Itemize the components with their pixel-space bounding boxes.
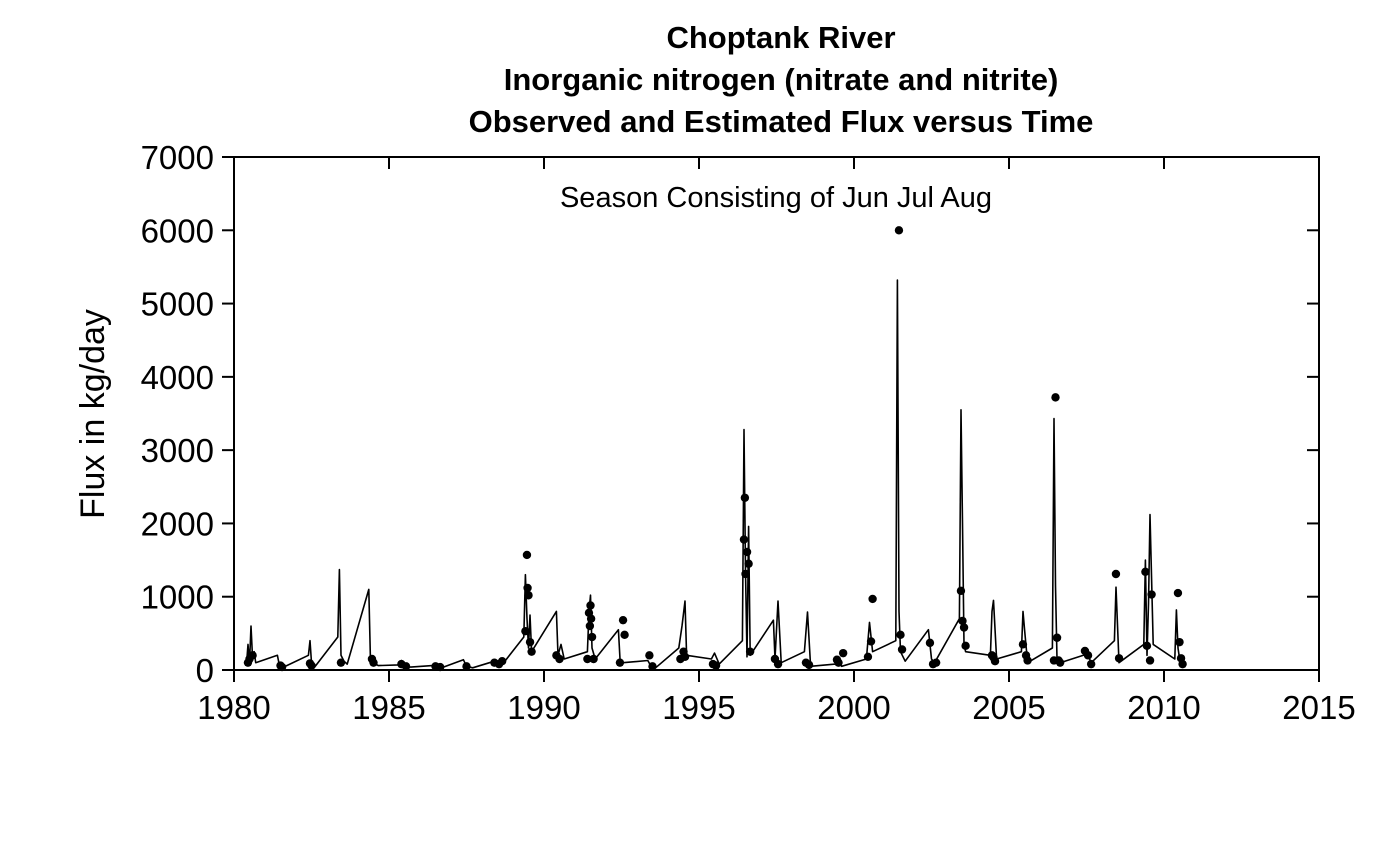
observed-flux-point bbox=[589, 654, 598, 664]
observed-flux-point bbox=[1018, 640, 1028, 649]
observed-flux-point bbox=[1086, 659, 1096, 669]
observed-flux-point bbox=[585, 621, 595, 631]
observed-flux-point bbox=[804, 660, 814, 670]
chart-subtitle-2: Observed and Estimated Flux versus Time bbox=[468, 104, 1094, 139]
observed-flux-point bbox=[336, 658, 346, 667]
observed-flux-point bbox=[277, 662, 287, 672]
chart-title: Choptank River bbox=[666, 20, 896, 55]
observed-flux-point bbox=[401, 662, 411, 671]
x-tick-label: 2015 bbox=[1282, 689, 1355, 726]
observed-flux-series bbox=[243, 226, 1187, 672]
observed-flux-point bbox=[527, 647, 536, 656]
observed-flux-point bbox=[615, 658, 625, 667]
x-tick-label: 2005 bbox=[972, 689, 1045, 726]
observed-flux-point bbox=[745, 647, 755, 656]
observed-flux-point bbox=[586, 601, 595, 610]
y-tick-label: 0 bbox=[196, 652, 214, 689]
y-tick-label: 4000 bbox=[141, 359, 214, 396]
observed-flux-point bbox=[744, 559, 753, 568]
observed-flux-point bbox=[1142, 641, 1152, 651]
y-axis-label: Flux in kg/day bbox=[74, 309, 112, 519]
y-tick-label: 3000 bbox=[141, 432, 214, 469]
y-tick-label: 5000 bbox=[141, 286, 214, 323]
observed-flux-point bbox=[834, 658, 843, 667]
observed-flux-point bbox=[894, 226, 904, 235]
x-tick-label: 2010 bbox=[1127, 689, 1200, 726]
observed-flux-point bbox=[618, 615, 628, 625]
x-tick-label: 1995 bbox=[662, 689, 735, 726]
season-annotation: Season Consisting of Jun Jul Aug bbox=[560, 182, 992, 214]
observed-flux-point bbox=[435, 662, 445, 672]
observed-flux-point bbox=[931, 658, 941, 667]
observed-flux-point bbox=[680, 652, 690, 662]
observed-flux-point bbox=[866, 637, 876, 646]
observed-flux-point bbox=[1145, 656, 1155, 665]
observed-flux-point bbox=[868, 594, 877, 604]
x-tick-label: 1980 bbox=[197, 689, 270, 726]
observed-flux-point bbox=[739, 535, 749, 544]
observed-flux-point bbox=[959, 623, 969, 632]
observed-flux-point bbox=[497, 657, 507, 666]
observed-flux-point bbox=[925, 638, 935, 648]
x-tick-label: 1990 bbox=[507, 689, 580, 726]
observed-flux-point bbox=[742, 547, 752, 557]
y-tick-label: 6000 bbox=[141, 212, 214, 249]
estimated-flux-line bbox=[245, 279, 1184, 669]
observed-flux-point bbox=[462, 662, 471, 671]
observed-flux-point bbox=[1052, 633, 1062, 642]
y-tick-label: 7000 bbox=[141, 139, 214, 176]
observed-flux-point bbox=[863, 652, 873, 662]
observed-flux-point bbox=[897, 645, 907, 654]
observed-flux-point bbox=[740, 493, 750, 502]
observed-flux-point bbox=[307, 661, 316, 670]
observed-flux-point bbox=[773, 659, 783, 669]
observed-flux-point bbox=[1147, 590, 1156, 599]
observed-flux-point bbox=[523, 583, 532, 593]
observed-flux-point bbox=[711, 661, 721, 670]
observed-flux-point bbox=[1111, 569, 1121, 579]
observed-flux-point bbox=[1141, 567, 1150, 576]
observed-flux-point bbox=[525, 637, 535, 647]
observed-flux-point bbox=[248, 651, 257, 660]
observed-flux-point bbox=[620, 630, 629, 640]
observed-flux-point bbox=[1175, 637, 1184, 647]
chart-subtitle: Inorganic nitrogen (nitrate and nitrite) bbox=[503, 62, 1059, 97]
x-tick-label: 1985 bbox=[352, 689, 425, 726]
observed-flux-point bbox=[1023, 656, 1032, 665]
observed-flux-point bbox=[896, 630, 905, 640]
observed-flux-point bbox=[1178, 659, 1187, 669]
observed-flux-point bbox=[524, 591, 533, 600]
y-axis-ticks: 0 1000 2000 3000 4000 5000 6000 7000 bbox=[141, 139, 1319, 689]
observed-flux-point bbox=[1051, 393, 1060, 402]
observed-flux-point bbox=[583, 654, 592, 664]
observed-flux-point bbox=[648, 662, 657, 671]
observed-flux-point bbox=[1114, 654, 1124, 663]
estimated-flux-series bbox=[245, 279, 1184, 669]
observed-flux-point bbox=[522, 550, 532, 560]
observed-flux-point bbox=[645, 651, 654, 660]
observed-flux-point bbox=[369, 658, 378, 667]
y-tick-label: 2000 bbox=[141, 505, 214, 542]
observed-flux-point bbox=[587, 632, 597, 642]
observed-flux-point bbox=[990, 657, 1000, 666]
x-tick-label: 2000 bbox=[817, 689, 890, 726]
observed-flux-point bbox=[958, 616, 967, 626]
observed-flux-point bbox=[1173, 588, 1183, 598]
observed-flux-point bbox=[1083, 651, 1093, 660]
x-axis-ticks: 1980 1985 1990 1995 2000 2005 2010 2015 bbox=[197, 157, 1356, 726]
observed-flux-point bbox=[956, 586, 966, 596]
observed-flux-point bbox=[555, 654, 564, 664]
observed-flux-point bbox=[961, 641, 970, 651]
observed-flux-point bbox=[838, 648, 848, 658]
y-tick-label: 1000 bbox=[141, 579, 214, 616]
observed-flux-point bbox=[1055, 658, 1065, 667]
observed-flux-point bbox=[741, 569, 750, 579]
observed-flux-point bbox=[521, 626, 530, 636]
observed-flux-point bbox=[586, 614, 596, 623]
plot-frame bbox=[233, 156, 1320, 671]
